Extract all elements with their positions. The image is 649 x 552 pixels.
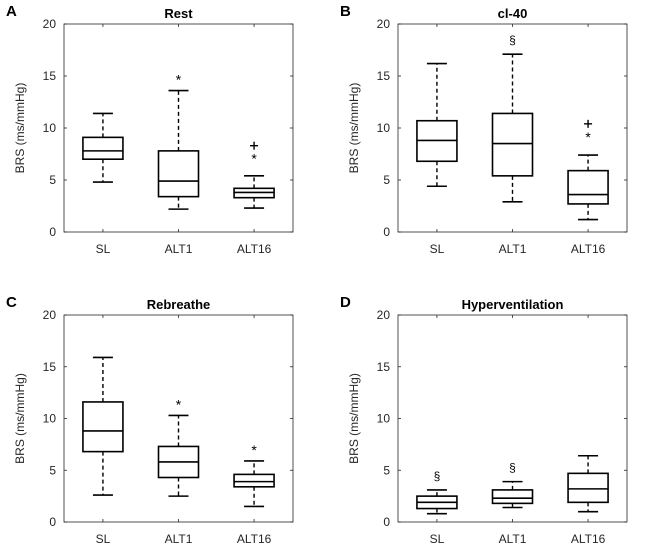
box-iqr — [491, 112, 534, 177]
chart-panel-c: C Rebreathe 0 5 10 15 20 BRS (ms/mmHg) SL ALT1 ALT… — [6, 294, 294, 546]
y-tick-label: 20 — [377, 17, 391, 31]
significance-marker: * — [251, 151, 257, 167]
box-iqr — [82, 136, 124, 161]
significance-marker: § — [434, 469, 441, 483]
y-tick-label: 0 — [49, 225, 56, 239]
y-tick-label: 20 — [377, 308, 391, 322]
x-tick-label: SL — [430, 532, 445, 546]
significance-marker: § — [509, 33, 516, 47]
y-tick-label: 5 — [383, 463, 390, 477]
panel-letter: C — [6, 294, 17, 311]
box-sl — [82, 356, 124, 496]
y-axis-label: BRS (ms/mmHg) — [13, 373, 27, 464]
y-tick-label: 5 — [383, 173, 390, 187]
significance-marker: * — [176, 396, 182, 412]
significance-marker: * — [585, 129, 591, 145]
box-iqr — [567, 472, 609, 504]
y-axis-label: BRS (ms/mmHg) — [13, 83, 27, 174]
y-tick-label: 20 — [43, 17, 57, 31]
y-axis-label: BRS (ms/mmHg) — [347, 373, 361, 464]
x-tick-label: ALT16 — [571, 532, 606, 546]
box-iqr — [157, 150, 200, 198]
box-alt1: * — [157, 396, 200, 497]
box-alt1: * — [157, 72, 200, 210]
chart-panel-a: A Rest 0 5 10 15 20 BRS (ms/mmHg) SL ALT1 ALT16 * * — [6, 3, 294, 256]
box-alt16 — [567, 454, 609, 513]
significance-marker: * — [251, 442, 257, 458]
box-iqr — [233, 473, 275, 488]
x-tick-label: SL — [96, 532, 111, 546]
box-iqr — [82, 401, 124, 453]
chart-title: cl-40 — [498, 6, 528, 21]
y-tick-label: 10 — [43, 121, 57, 135]
y-tick-label: 15 — [43, 360, 57, 374]
y-tick-label: 0 — [383, 225, 390, 239]
box-alt16: * — [233, 442, 275, 508]
y-tick-label: 15 — [43, 69, 57, 83]
x-tick-label: ALT1 — [499, 242, 527, 256]
panel-letter: A — [6, 3, 17, 20]
x-tick-label: ALT16 — [237, 242, 272, 256]
x-tick-label: ALT1 — [165, 242, 193, 256]
box-sl — [416, 62, 458, 188]
box-iqr — [567, 169, 609, 205]
chart-title: Rebreathe — [147, 297, 211, 312]
panel-letter: D — [340, 294, 351, 311]
box-alt16: * — [567, 119, 609, 221]
y-tick-label: 0 — [49, 515, 56, 529]
y-tick-label: 5 — [49, 463, 56, 477]
x-tick-label: ALT1 — [165, 532, 193, 546]
y-tick-label: 0 — [383, 515, 390, 529]
box-iqr — [491, 489, 534, 505]
chart-title: Rest — [164, 6, 193, 21]
y-tick-label: 10 — [377, 412, 391, 426]
significance-marker: § — [509, 461, 516, 475]
x-tick-label: ALT16 — [237, 532, 272, 546]
y-tick-label: 15 — [377, 360, 391, 374]
panel-letter: B — [340, 3, 351, 20]
chart-panel-d: D Hyperventilation 0 5 10 15 20 BRS (ms/mmHg) SL… — [340, 294, 628, 546]
y-axis-label: BRS (ms/mmHg) — [347, 83, 361, 174]
box-alt1: § — [491, 33, 534, 203]
box-alt16: * — [233, 141, 275, 209]
significance-marker: * — [176, 72, 182, 88]
y-tick-label: 15 — [377, 69, 391, 83]
y-tick-label: 10 — [377, 121, 391, 135]
y-tick-label: 20 — [43, 308, 57, 322]
x-tick-label: SL — [430, 242, 445, 256]
box-sl — [82, 112, 124, 183]
x-tick-label: ALT16 — [571, 242, 606, 256]
x-tick-label: ALT1 — [499, 532, 527, 546]
y-tick-label: 10 — [43, 412, 57, 426]
box-sl: § — [416, 469, 458, 515]
chart-title: Hyperventilation — [462, 297, 564, 312]
box-alt1: § — [491, 461, 534, 509]
y-tick-label: 5 — [49, 173, 56, 187]
x-tick-label: SL — [96, 242, 111, 256]
